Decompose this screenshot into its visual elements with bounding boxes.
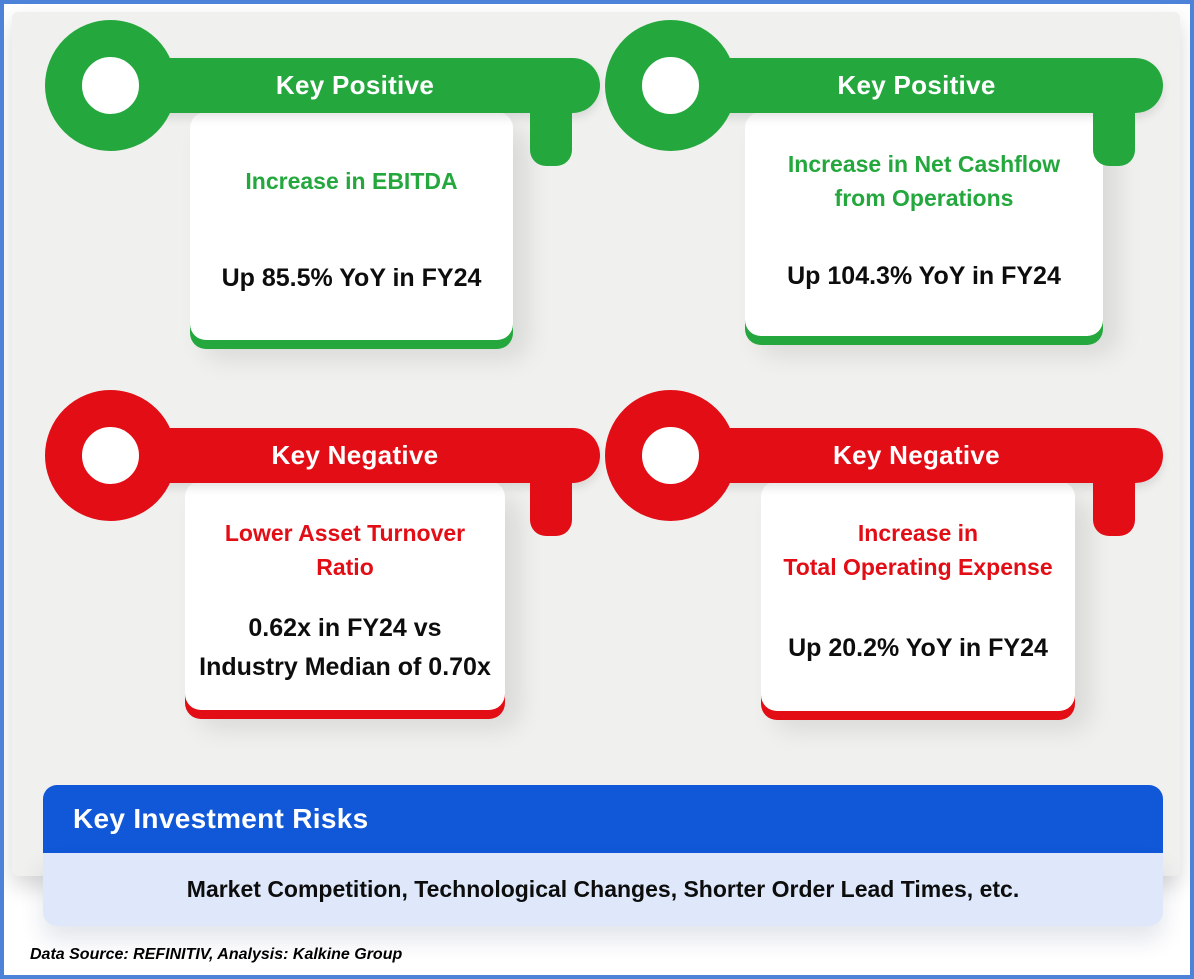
key-shaft xyxy=(110,58,600,113)
card-title-line: Increase in EBITDA xyxy=(245,167,458,194)
card-title-line: Total Operating Expense xyxy=(783,553,1053,580)
card-value: Up 20.2% YoY in FY24 xyxy=(786,593,1050,703)
key-ring xyxy=(605,20,736,151)
key-shaft xyxy=(670,58,1163,113)
card-value: Up 85.5% YoY in FY24 xyxy=(220,224,484,332)
card-title-line: from Operations xyxy=(834,184,1014,211)
key-label: Key Negative xyxy=(271,440,439,470)
card-value-line: Industry Median of 0.70x xyxy=(199,652,491,681)
key-label: Key Positive xyxy=(837,70,996,100)
card-value-line: Up 104.3% YoY in FY24 xyxy=(787,261,1061,290)
card-title-line: Increase in xyxy=(857,520,979,547)
card-value-line: 0.62x in FY24 vs xyxy=(248,614,442,642)
key-tooth xyxy=(1093,450,1135,536)
key-card-positive-2: Increase in Net Cashflow from Operations… xyxy=(745,112,1103,336)
risks-text: Market Competition, Technological Change… xyxy=(186,876,1020,902)
card-title: Increase in Net Cashflow from Operations xyxy=(782,138,1066,224)
key-negative-icon-2: Key Negative xyxy=(605,390,1163,540)
key-shaft xyxy=(670,428,1163,483)
card-title: Increase in EBITDA xyxy=(239,138,463,224)
card-value-line: Up 20.2% YoY in FY24 xyxy=(788,633,1048,662)
risks-body: Market Competition, Technological Change… xyxy=(43,853,1163,926)
key-positive-icon-1: Key Positive xyxy=(45,20,600,170)
key-negative-icon-1: Key Negative xyxy=(45,390,600,540)
key-tooth xyxy=(530,80,572,166)
card-title-line: Increase in Net Cashflow xyxy=(787,151,1061,178)
card-value: Up 104.3% YoY in FY24 xyxy=(785,224,1063,328)
key-card-negative-1: Lower Asset Turnover Ratio 0.62x in FY24… xyxy=(185,481,505,710)
card-title: Increase in Total Operating Expense xyxy=(777,507,1058,593)
card-title-line: Lower Asset Turnover xyxy=(224,520,466,547)
key-card-positive-1: Increase in EBITDA Up 85.5% YoY in FY24 xyxy=(190,112,513,340)
key-positive-icon-2: Key Positive xyxy=(605,20,1163,170)
data-source-note: Data Source: REFINITIV, Analysis: Kalkin… xyxy=(30,946,403,963)
card-value-line: Up 85.5% YoY in FY24 xyxy=(221,263,482,292)
card-title-line: Ratio xyxy=(316,553,374,580)
key-tooth xyxy=(1093,80,1135,166)
key-card-negative-2: Increase in Total Operating Expense Up 2… xyxy=(761,481,1075,711)
key-tooth xyxy=(530,450,572,536)
card-value: 0.62x in FY24 vs Industry Median of 0.70… xyxy=(197,593,493,702)
key-shaft xyxy=(110,428,600,483)
risks-header-title: Key Investment Risks xyxy=(73,803,369,834)
key-label: Key Positive xyxy=(275,70,435,100)
key-label: Key Negative xyxy=(833,440,1000,470)
risks-header: Key Investment Risks xyxy=(43,785,1163,853)
card-title: Lower Asset Turnover Ratio xyxy=(219,507,471,593)
